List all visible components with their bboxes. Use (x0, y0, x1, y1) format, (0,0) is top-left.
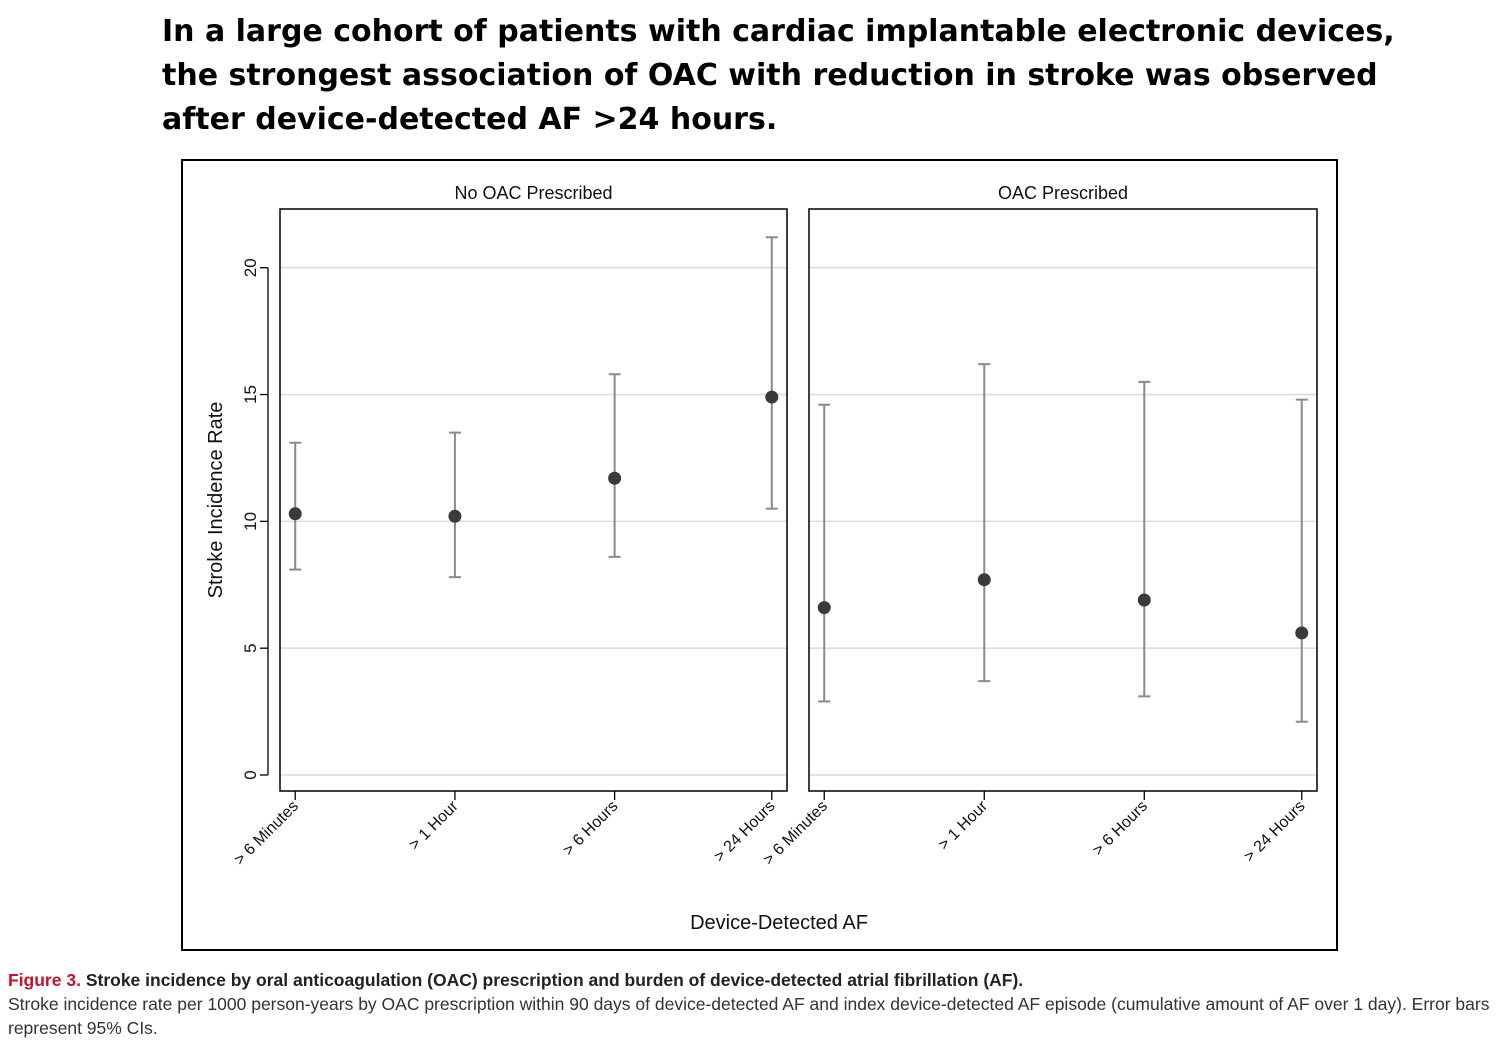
headline-line-2: the strongest association of OAC with re… (162, 58, 1378, 93)
y-axis-title: Stroke Incidence Rate (205, 402, 227, 599)
headline-line-1: In a large cohort of patients with cardi… (162, 14, 1395, 49)
stroke-incidence-chart: 0 5 10 15 20 Stroke Incidence Rate Device-Dete… (205, 183, 1318, 934)
x-tick-label: > 6 Minutes (231, 798, 302, 869)
data-point (608, 471, 622, 485)
panel-title: OAC Prescribed (998, 183, 1128, 203)
y-tick-label: 10 (241, 512, 260, 531)
panel-frame (279, 208, 788, 792)
headline-line-3: after device-detected AF >24 hours. (162, 102, 778, 137)
data-point (977, 573, 991, 587)
x-tick-label: > 1 Hour (406, 797, 462, 853)
caption-label: Figure 3. (8, 970, 81, 990)
x-tick-label: > 24 Hours (1241, 798, 1309, 866)
panel-frame (808, 208, 1318, 792)
data-point (765, 390, 779, 404)
x-tick-label: > 1 Hour (935, 797, 991, 853)
y-tick-label: 0 (241, 770, 260, 779)
data-point (288, 507, 302, 521)
data-point (817, 601, 831, 615)
figure-caption: Figure 3. Stroke incidence by oral antic… (8, 968, 1504, 1040)
caption-title: Stroke incidence by oral anticoagulation… (85, 970, 1024, 990)
x-tick-label: > 6 Hours (560, 798, 621, 859)
data-point (1295, 626, 1309, 640)
y-tick-label: 20 (241, 258, 260, 277)
x-axis-title: Device-Detected AF (690, 912, 868, 934)
caption-body: Stroke incidence rate per 1000 person-ye… (8, 994, 1490, 1038)
panel-title: No OAC Prescribed (454, 183, 612, 203)
headline: In a large cohort of patients with cardi… (162, 10, 1462, 142)
y-tick-label: 5 (241, 643, 260, 652)
figure-frame: 0 5 10 15 20 Stroke Incidence Rate Device-Dete… (181, 159, 1338, 951)
data-point (1137, 593, 1151, 607)
x-tick-label: > 6 Hours (1090, 798, 1151, 859)
data-point (448, 509, 462, 523)
y-tick-label: 15 (241, 385, 260, 404)
